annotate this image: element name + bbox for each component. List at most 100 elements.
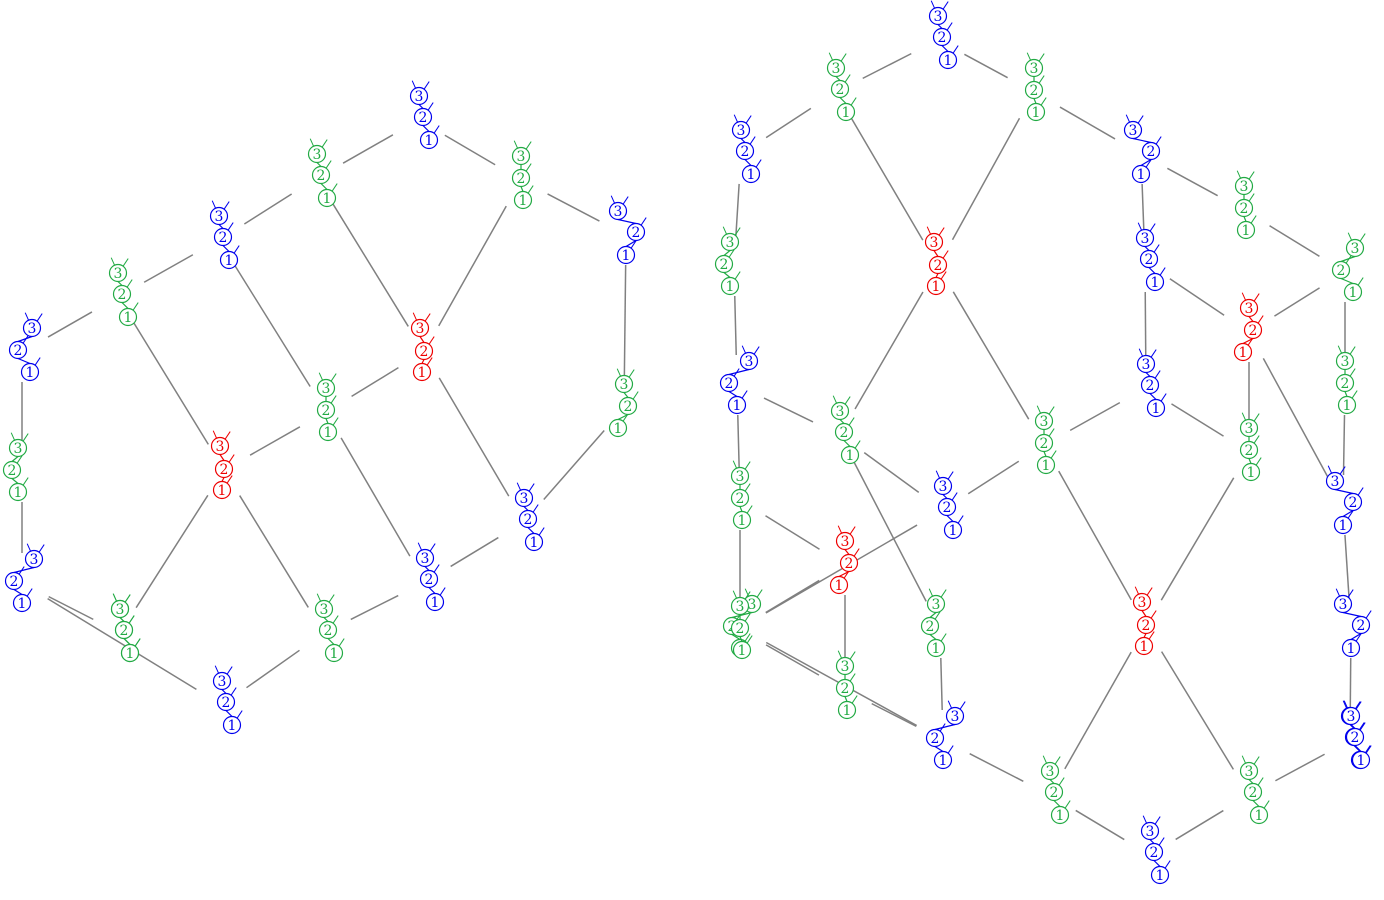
node-tick <box>26 543 32 552</box>
node-link <box>11 478 19 484</box>
node-tick <box>126 279 133 288</box>
node-link <box>11 456 19 462</box>
node-tick <box>212 430 218 439</box>
node-label: 3 <box>620 377 629 393</box>
node-label: 3 <box>934 9 943 25</box>
node-link <box>723 250 731 256</box>
node-circle <box>415 548 435 568</box>
edge-R15-R24 <box>1058 470 1132 601</box>
node-link <box>839 419 845 424</box>
node-circle <box>1345 238 1365 258</box>
node-tick <box>26 588 33 597</box>
node-tick <box>1054 756 1061 765</box>
node-label: 1 <box>218 483 227 499</box>
node-link <box>843 440 851 447</box>
node-tick <box>1357 277 1364 286</box>
node-tick <box>328 594 335 603</box>
node-tick <box>756 589 763 598</box>
node-tick <box>439 587 446 596</box>
poset-node-R31: 3 2 1 <box>1341 700 1372 770</box>
node-circle <box>513 190 533 210</box>
node-tick <box>1026 52 1032 61</box>
node-label: 1 <box>228 718 237 734</box>
node-circle <box>1145 272 1165 292</box>
node-tick <box>1064 800 1071 809</box>
node-tick <box>755 159 762 168</box>
node-tick <box>528 483 535 492</box>
node-label: 1 <box>944 53 953 69</box>
node-tick <box>844 396 851 405</box>
node-tick <box>417 542 423 551</box>
poset-node-L9: 3 21 <box>608 368 639 438</box>
node-tick <box>930 0 936 9</box>
node-tick <box>433 564 440 573</box>
node-label: 1 <box>225 253 234 269</box>
poset-node-R19: 3 2 1 <box>933 470 964 540</box>
node-tick <box>741 345 747 354</box>
node-circle <box>316 378 336 398</box>
node-circle <box>933 750 953 770</box>
node-label: 1 <box>949 523 958 539</box>
node-tick <box>1364 745 1371 754</box>
edge-R30-R31 <box>1275 753 1325 782</box>
edge-R6-R15 <box>952 291 1030 420</box>
node-link <box>222 245 230 252</box>
node-label: 3 <box>1245 421 1254 437</box>
node-link <box>117 281 123 286</box>
node-link <box>934 723 956 731</box>
poset-node-R13: 3 2 1 <box>1335 345 1358 415</box>
node-label: 1 <box>324 425 333 441</box>
node-circle <box>108 263 128 283</box>
node-tick <box>309 138 315 147</box>
node-label: 3 <box>745 354 754 370</box>
node-tick <box>749 136 756 145</box>
node-link <box>119 617 125 622</box>
node-link <box>1043 451 1047 457</box>
node-tick <box>10 432 16 441</box>
node-circle <box>945 706 965 726</box>
node-tick <box>959 701 966 710</box>
node-circle <box>608 201 628 221</box>
node-tick <box>840 53 847 62</box>
node-circle <box>314 599 334 619</box>
poset-node-R27: 3 2 1 <box>835 650 858 720</box>
node-link <box>325 418 329 424</box>
node-link <box>418 104 424 109</box>
node-tick <box>947 471 954 480</box>
poset-node-R20: 3 21 <box>829 525 860 595</box>
node-label: 2 <box>632 225 641 241</box>
edge-R24-R29 <box>1064 651 1132 770</box>
node-tick <box>34 357 41 366</box>
node-tick <box>1335 588 1341 597</box>
node-link <box>739 506 743 512</box>
node-circle <box>210 436 230 456</box>
edge-L14-L16 <box>48 595 94 621</box>
node-tick <box>426 357 433 366</box>
poset-node-L0: 3 2 1 <box>409 80 440 150</box>
node-link <box>221 477 225 482</box>
node-circle <box>118 307 138 327</box>
node-tick <box>957 515 964 524</box>
node-label: 1 <box>431 595 440 611</box>
node-tick <box>1146 587 1153 596</box>
node-circle <box>1144 842 1164 862</box>
node-circle <box>835 531 855 551</box>
node-circle <box>1341 638 1361 658</box>
node-circle <box>1123 120 1143 140</box>
node-label: 3 <box>1141 231 1150 247</box>
node-tick <box>1327 465 1333 474</box>
node-label: 2 <box>324 623 333 639</box>
node-label: 2 <box>624 399 633 415</box>
edge-L3-L5 <box>143 254 194 283</box>
node-circle <box>840 445 860 465</box>
poset-node-R14: 3 2 1 <box>830 395 861 465</box>
node-link <box>623 392 629 398</box>
node-link <box>218 224 224 229</box>
node-tick <box>939 723 946 732</box>
node-tick <box>942 250 949 259</box>
node-label: 3 <box>748 597 757 613</box>
node-label: 2 <box>720 257 729 273</box>
node-label: 3 <box>1245 764 1254 780</box>
node-tick <box>1036 405 1042 414</box>
node-tick <box>538 527 545 536</box>
